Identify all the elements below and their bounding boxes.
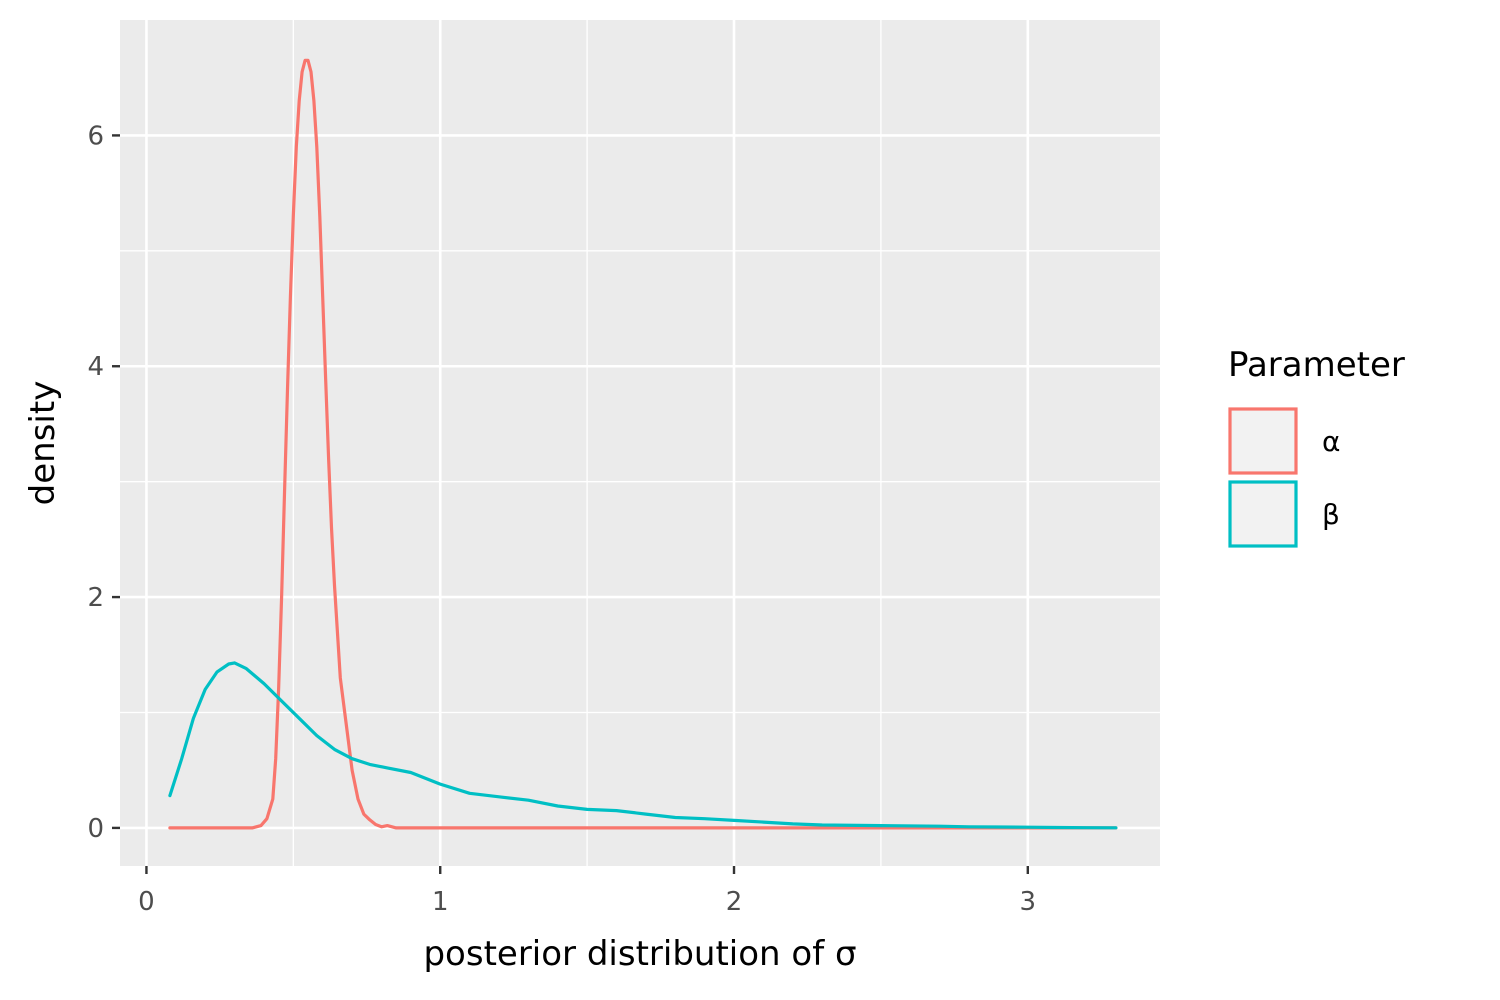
legend-key-beta: β xyxy=(1228,480,1340,548)
x-tick-label: 2 xyxy=(726,887,743,917)
series-line-alpha xyxy=(168,58,1118,830)
legend-key-alpha: α xyxy=(1228,407,1340,475)
y-axis: 0 2 4 6 xyxy=(87,121,120,844)
x-tick-label: 3 xyxy=(1020,887,1037,917)
x-axis-title: posterior distribution of σ xyxy=(423,934,856,974)
legend: Parameter αβ xyxy=(1228,345,1405,548)
legend-label: β xyxy=(1322,498,1340,531)
legend-title: Parameter xyxy=(1228,345,1405,385)
legend-swatch xyxy=(1228,480,1298,548)
series-layer xyxy=(168,58,1118,830)
x-tick-label: 1 xyxy=(432,887,449,917)
legend-swatch xyxy=(1228,407,1298,475)
y-tick-label: 4 xyxy=(87,352,104,382)
y-tick-label: 0 xyxy=(87,814,104,844)
y-tick-label: 2 xyxy=(87,583,104,613)
y-axis-title: density xyxy=(23,381,63,506)
x-tick-label: 0 xyxy=(138,887,155,917)
x-axis: 0 1 2 3 xyxy=(138,866,1036,917)
legend-items: αβ xyxy=(1228,407,1340,548)
series-line-beta xyxy=(168,661,1118,830)
y-tick-label: 6 xyxy=(87,121,104,151)
legend-label: α xyxy=(1322,425,1340,458)
